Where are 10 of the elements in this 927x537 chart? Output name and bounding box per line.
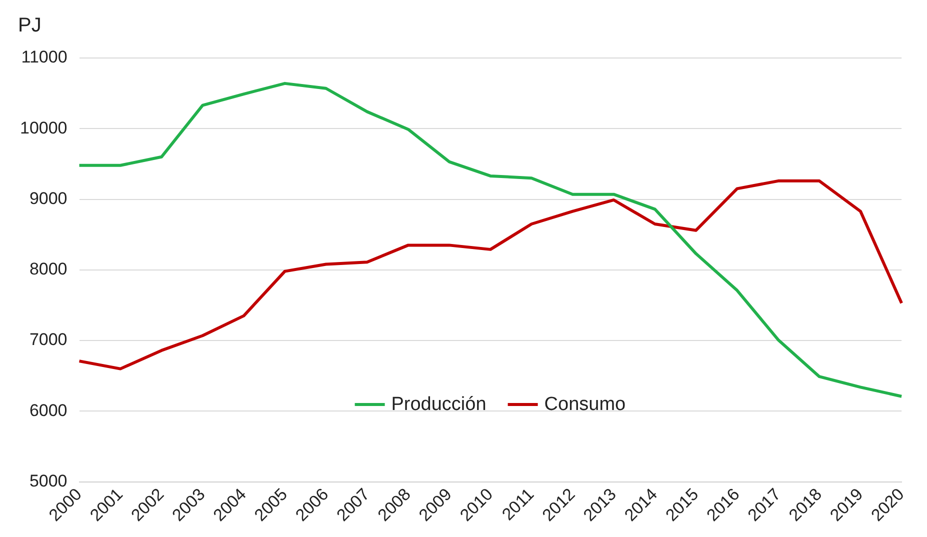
y-tick-label: 5000 bbox=[29, 472, 68, 491]
y-tick-label: 8000 bbox=[29, 260, 68, 279]
legend-label: Consumo bbox=[544, 394, 626, 416]
y-tick-label: 7000 bbox=[29, 330, 68, 350]
y-tick-label: 6000 bbox=[29, 400, 68, 420]
y-tick-label: 11000 bbox=[21, 48, 68, 67]
y-tick-label: 9000 bbox=[29, 188, 68, 208]
legend-label: Producción bbox=[391, 394, 486, 416]
y-tick-label: 10000 bbox=[20, 118, 68, 138]
y-axis-title: PJ bbox=[18, 14, 42, 37]
